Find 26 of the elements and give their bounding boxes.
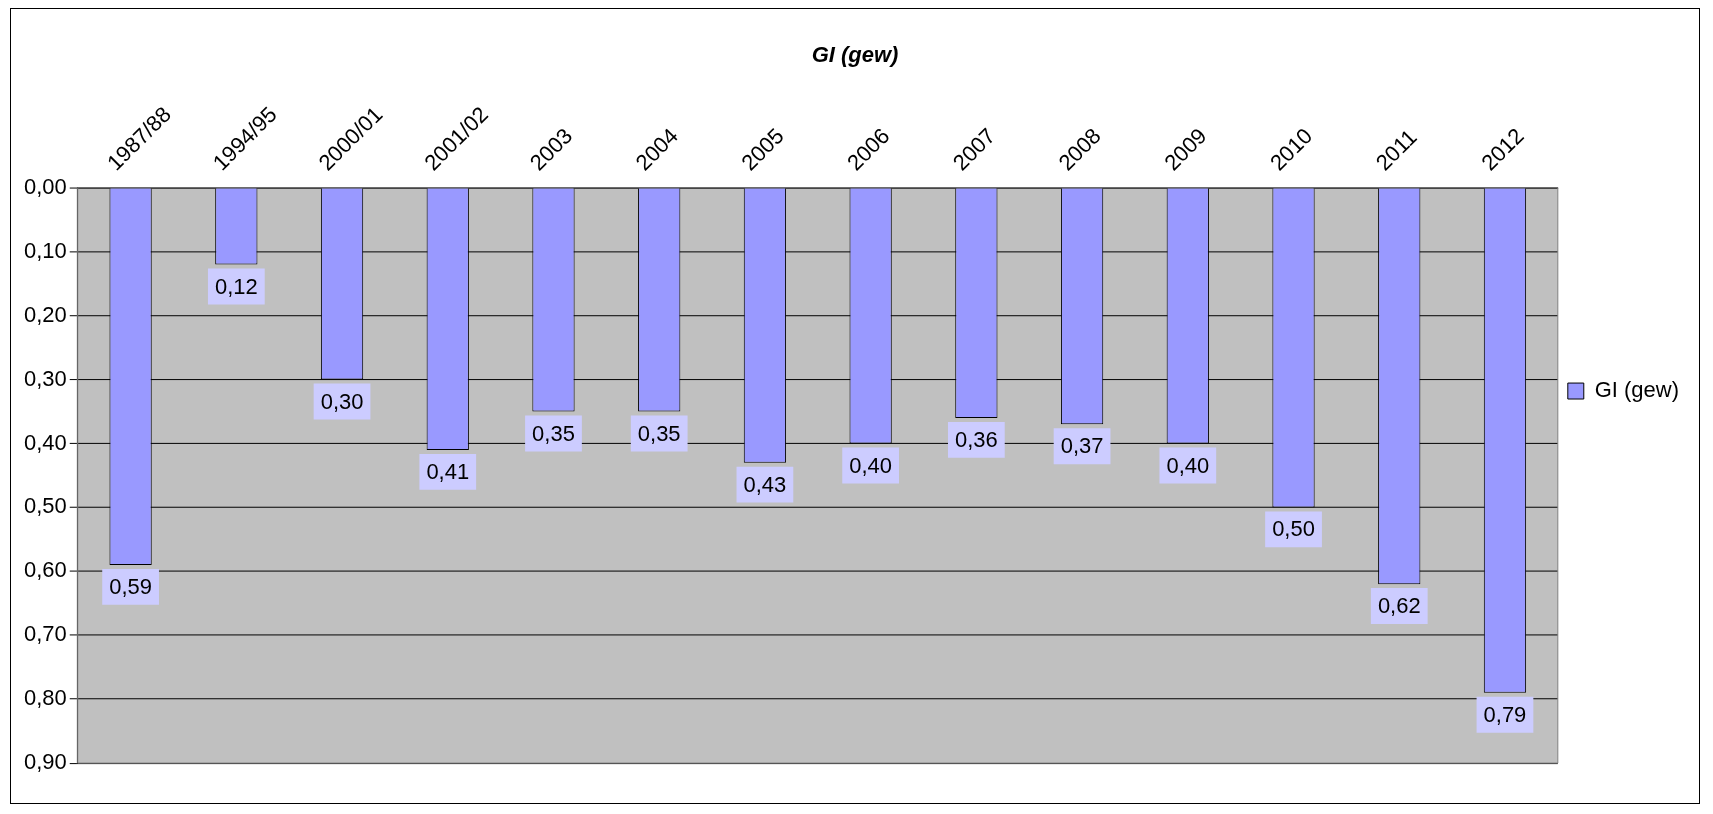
- y-tick-label: 0,80: [24, 685, 67, 711]
- data-label: 0,36: [954, 426, 998, 452]
- data-label: 0,30: [320, 388, 364, 414]
- chart-title: GI (gew): [811, 42, 899, 68]
- y-tick-label: 0,40: [24, 429, 67, 455]
- y-tick-label: 0,50: [24, 493, 67, 519]
- y-tick-label: 0,10: [24, 237, 67, 263]
- y-tick-label: 0,90: [24, 749, 67, 775]
- data-label: 0,40: [849, 452, 893, 478]
- data-label: 0,50: [1272, 516, 1315, 542]
- y-tick-label: 0,30: [24, 365, 67, 391]
- data-label: 0,35: [532, 420, 575, 446]
- y-tick-label: 0,70: [24, 621, 67, 647]
- data-label: 0,79: [1483, 701, 1527, 727]
- data-label: 0,40: [1166, 452, 1210, 478]
- data-label: 0,41: [426, 458, 470, 484]
- y-tick-label: 0,00: [24, 173, 67, 199]
- data-label: 0,37: [1060, 433, 1104, 459]
- legend-label: GI (gew): [1594, 377, 1679, 403]
- y-tick-label: 0,20: [24, 301, 67, 327]
- data-label: 0,43: [743, 471, 787, 497]
- y-tick-label: 0,60: [24, 557, 67, 583]
- data-label: 0,12: [214, 273, 258, 299]
- data-label: 0,59: [109, 573, 152, 599]
- data-label: 0,35: [637, 420, 681, 446]
- data-label: 0,62: [1377, 593, 1421, 619]
